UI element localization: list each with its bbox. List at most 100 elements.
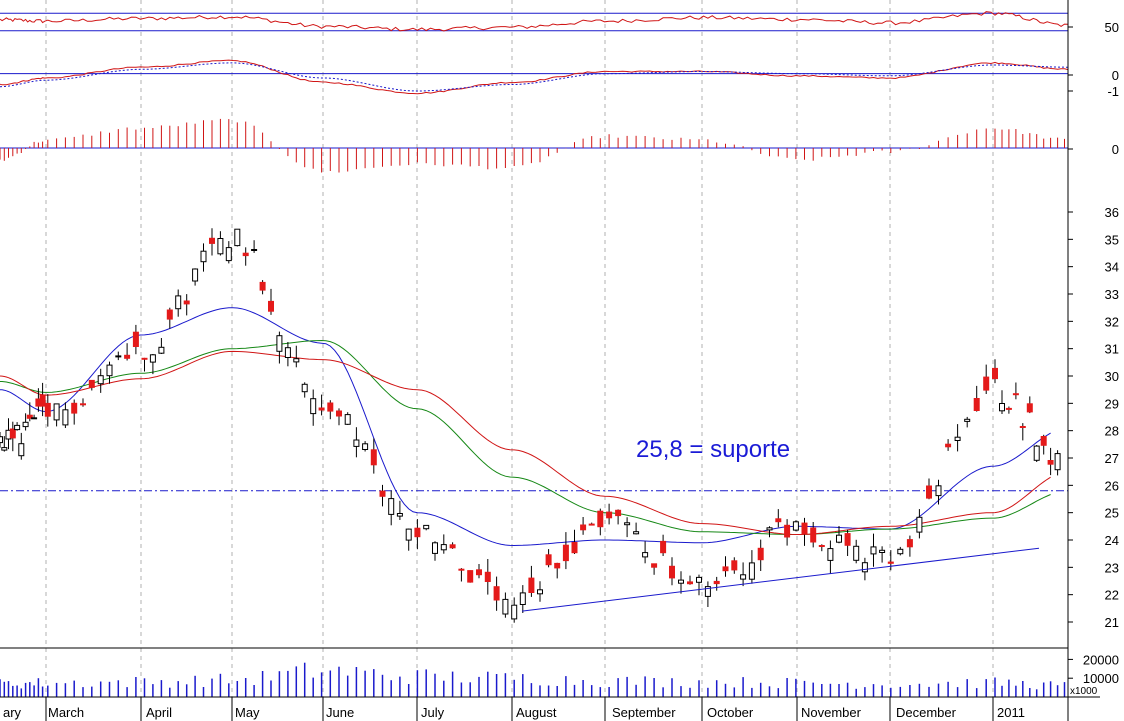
candle-up	[853, 545, 860, 561]
month-label: July	[421, 705, 445, 720]
price-tick-label: 33	[1105, 287, 1119, 302]
candle-down	[44, 402, 51, 417]
candle-up	[62, 409, 69, 426]
candle-down	[379, 490, 386, 497]
candle-down	[606, 511, 613, 519]
price-tick-label: 34	[1105, 260, 1119, 275]
macd-signal-line	[0, 62, 1068, 92]
candle-down	[493, 586, 500, 601]
candle-up	[870, 546, 877, 555]
macd-panel	[0, 59, 1069, 95]
candle-up	[964, 418, 971, 422]
candle-down	[318, 407, 325, 411]
candle-down	[1026, 403, 1033, 413]
price-tick-label: 27	[1105, 451, 1119, 466]
candle-up	[1054, 453, 1061, 471]
candle-down	[545, 554, 552, 566]
candle-up	[396, 513, 403, 517]
candle-up	[935, 485, 942, 497]
grid	[45, 0, 994, 697]
candle-down	[757, 547, 764, 561]
candle-down	[722, 566, 729, 572]
osc-line	[0, 11, 1069, 32]
candle-down	[183, 300, 190, 305]
month-label: March	[48, 705, 84, 720]
candle-up	[440, 544, 447, 551]
candle-down	[775, 518, 782, 523]
candle-up	[353, 439, 360, 447]
candle-down	[242, 252, 249, 257]
month-label: 2011	[997, 705, 1025, 720]
candle-down	[571, 542, 578, 554]
candle-down	[651, 563, 658, 568]
candle-down	[926, 485, 932, 499]
price-tick-label: 24	[1105, 533, 1119, 548]
candle-down	[588, 523, 595, 526]
price-tick-label: 35	[1105, 232, 1119, 247]
candle-up	[1, 447, 8, 451]
candle-up	[293, 358, 300, 363]
candle-up	[175, 295, 182, 310]
candle-down	[1012, 393, 1019, 396]
candle-down	[983, 376, 990, 391]
month-label: May	[235, 705, 260, 720]
price-tick-label: 23	[1105, 560, 1119, 575]
candle-up	[217, 238, 224, 255]
candle-up	[0, 436, 3, 444]
price-tick-label: 31	[1105, 342, 1119, 357]
candle-down	[1040, 436, 1047, 446]
candle-down	[784, 524, 791, 538]
candle-up	[897, 548, 904, 555]
candle-down	[528, 577, 535, 593]
candle-up	[362, 443, 369, 450]
price-tick-label: 22	[1105, 588, 1119, 603]
candle-down	[731, 560, 738, 571]
candle-up	[301, 383, 308, 393]
candle-up	[954, 436, 961, 442]
candle-down	[26, 414, 33, 419]
candle-down	[1005, 407, 1012, 410]
month-label: December	[896, 705, 957, 720]
candle-up	[519, 592, 526, 606]
candle-down	[660, 540, 667, 554]
volume-panel	[0, 662, 1066, 697]
candle-up	[999, 403, 1005, 412]
candle-up	[827, 548, 834, 561]
price-tick-label: 32	[1105, 314, 1119, 329]
candle-down	[458, 568, 465, 571]
candle-down	[597, 510, 604, 528]
candle-down	[414, 527, 421, 538]
candle-down	[818, 545, 825, 547]
candle-down	[209, 237, 215, 244]
axes	[0, 0, 1100, 721]
candle-down	[810, 527, 817, 543]
histogram-panel	[0, 118, 1068, 173]
candle-up	[200, 250, 207, 263]
candle-down	[449, 544, 456, 549]
month-label: June	[326, 705, 354, 720]
volume-unit-label: x1000	[1070, 686, 1098, 697]
candle-up	[432, 542, 438, 554]
candle-up	[149, 354, 156, 363]
candle-up	[31, 417, 38, 420]
candle-up	[624, 522, 631, 526]
ma-blue-line	[0, 307, 1051, 547]
candle-down	[467, 570, 474, 583]
candle-down	[615, 509, 622, 517]
candle-down	[166, 309, 173, 320]
candle-down	[669, 565, 675, 579]
candle-down	[124, 354, 131, 359]
candle-up	[405, 528, 412, 541]
volume-tick-label: 20000	[1083, 652, 1119, 667]
candle-down	[554, 562, 561, 569]
candle-up	[916, 516, 923, 533]
month-label: September	[612, 705, 676, 720]
candle-down	[327, 402, 334, 412]
macd-tick-label: 0	[1112, 68, 1119, 83]
price-tick-label: 25	[1105, 506, 1119, 521]
trendline	[521, 547, 1040, 612]
candle-down	[370, 449, 377, 466]
candle-up	[642, 552, 649, 558]
candle-down	[973, 398, 980, 411]
price-tick-label: 29	[1105, 396, 1119, 411]
